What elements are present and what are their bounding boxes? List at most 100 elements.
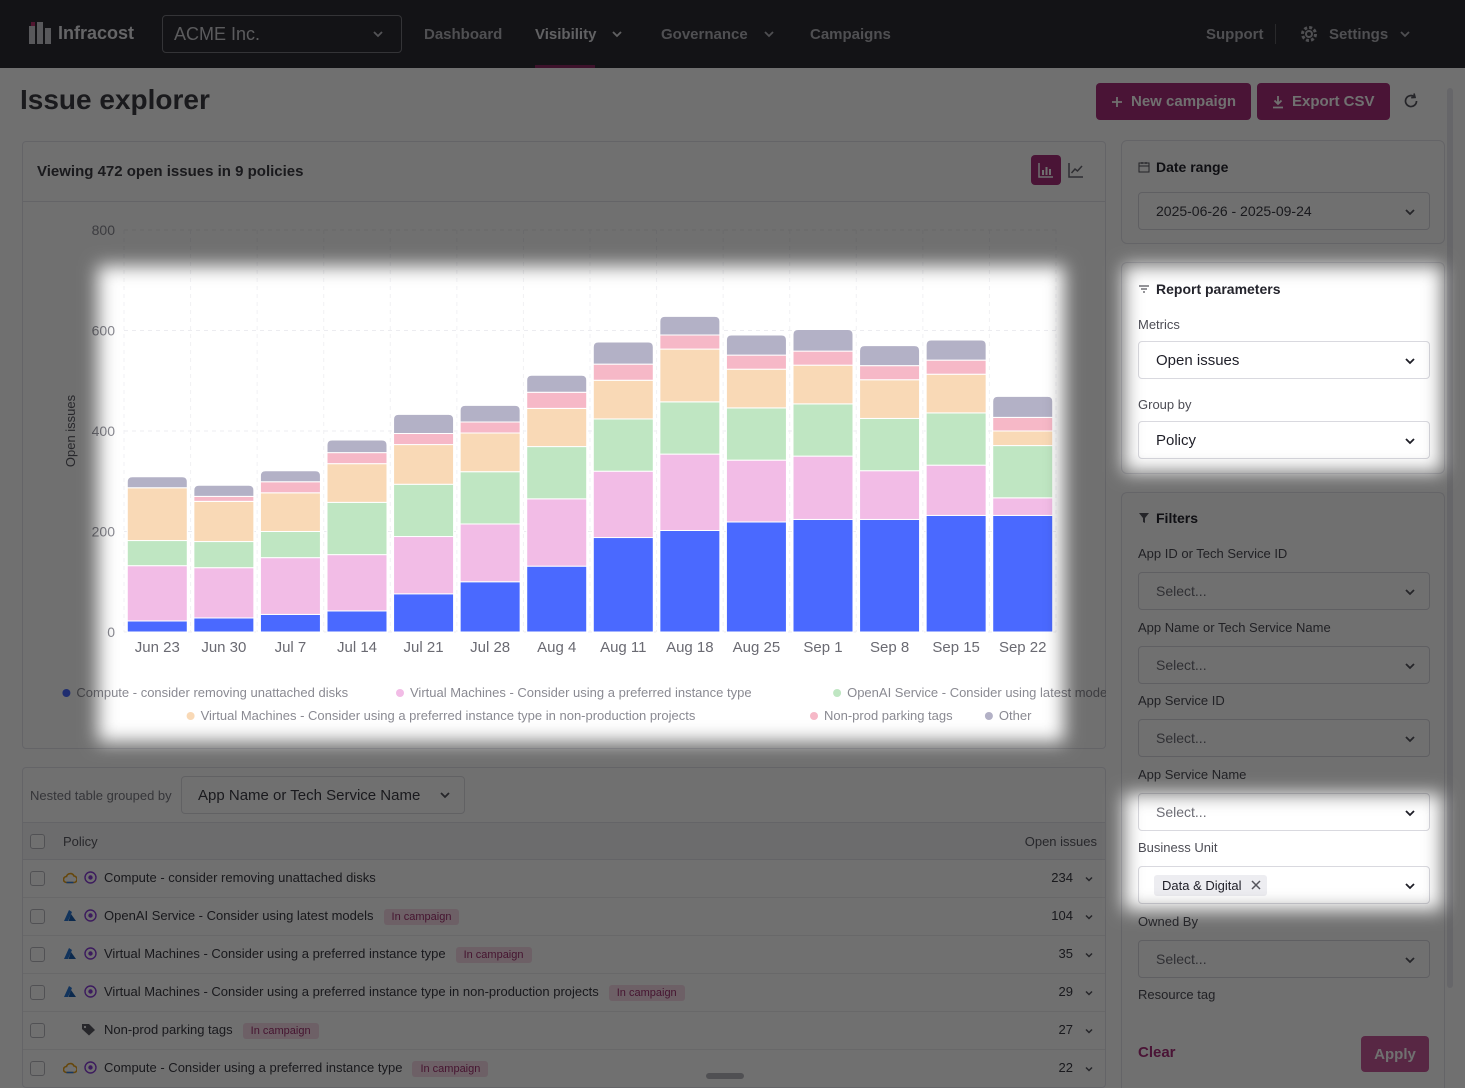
chevron-down-icon <box>1400 31 1410 38</box>
table-row[interactable]: Compute - consider removing unattached d… <box>23 860 1105 898</box>
bar-segment <box>393 444 455 485</box>
app-id-label: App ID or Tech Service ID <box>1138 546 1288 561</box>
date-range-title-text: Date range <box>1156 159 1229 175</box>
tag-icon <box>81 1023 96 1041</box>
chevron-down-icon[interactable] <box>1083 873 1095 885</box>
report-parameters-title-text: Report parameters <box>1156 281 1281 297</box>
chevron-down-icon[interactable] <box>1083 911 1095 923</box>
chevron-down-icon <box>440 792 450 799</box>
x-tick-label: Sep 8 <box>870 639 909 656</box>
owned-by-select[interactable]: Select... <box>1138 940 1430 978</box>
row-checkbox[interactable] <box>30 1061 45 1076</box>
row-checkbox[interactable] <box>30 871 45 886</box>
row-checkbox[interactable] <box>30 947 45 962</box>
download-icon <box>1273 95 1283 108</box>
table-row[interactable]: Virtual Machines - Consider using a pref… <box>23 974 1105 1012</box>
bar-segment <box>659 453 721 531</box>
chevron-down-icon[interactable] <box>1083 987 1095 999</box>
legend-item: Virtual Machines - Consider using a pref… <box>410 685 752 700</box>
bar-chart-toggle[interactable] <box>1031 155 1061 185</box>
new-campaign-button[interactable]: New campaign <box>1096 83 1252 120</box>
table-row[interactable]: OpenAI Service - Consider using latest m… <box>23 898 1105 936</box>
bar-segment <box>193 567 255 619</box>
nested-groupby-select[interactable]: App Name or Tech Service Name <box>181 776 465 814</box>
nav-settings[interactable]: Settings <box>1299 0 1412 68</box>
chevron-down-icon[interactable] <box>1083 1025 1095 1037</box>
app-service-name-select[interactable]: Select... <box>1138 793 1430 831</box>
owned-by-label: Owned By <box>1138 914 1198 929</box>
export-csv-label: Export CSV <box>1292 93 1375 110</box>
chevron-down-icon[interactable] <box>1083 1063 1095 1075</box>
y-tick-label: 800 <box>92 222 116 238</box>
metrics-label: Metrics <box>1138 317 1180 332</box>
nav-campaigns-label: Campaigns <box>810 25 891 43</box>
policy-icon <box>84 1061 97 1079</box>
bar-chart-icon <box>1038 163 1053 178</box>
bar-segment <box>259 557 321 615</box>
bar-segment <box>193 484 255 497</box>
export-csv-button[interactable]: Export CSV <box>1257 83 1390 120</box>
app-service-id-select[interactable]: Select... <box>1138 719 1430 757</box>
in-campaign-badge: In campaign <box>455 947 532 963</box>
bar-segment <box>526 498 588 567</box>
infracost-logo-icon <box>29 22 51 44</box>
x-tick-label: Jul 14 <box>337 639 377 656</box>
policy-name-text: Virtual Machines - Consider using a pref… <box>104 946 446 961</box>
table-row[interactable]: Compute - Consider using a preferred ins… <box>23 1050 1105 1087</box>
bar-segment <box>859 518 921 633</box>
line-chart-toggle[interactable] <box>1061 155 1091 185</box>
panel-scrollbar[interactable] <box>1447 88 1453 988</box>
app-service-name-placeholder: Select... <box>1156 804 1207 820</box>
clear-filters-button[interactable]: Clear <box>1138 1044 1176 1061</box>
table-row[interactable]: Non-prod parking tags In campaign 27 <box>23 1012 1105 1050</box>
x-tick-label: Aug 25 <box>733 639 781 656</box>
nested-table-label: Nested table grouped by <box>30 788 172 803</box>
y-tick-label: 400 <box>92 423 116 439</box>
apply-filters-button[interactable]: Apply <box>1361 1036 1429 1072</box>
x-tick-label: Sep 22 <box>999 639 1047 656</box>
refresh-icon[interactable] <box>1401 91 1421 111</box>
chevron-down-icon[interactable] <box>1083 949 1095 961</box>
bar-segment <box>193 500 255 543</box>
open-issues-count: 27 <box>1058 1022 1073 1037</box>
nav-support[interactable]: Support <box>1206 0 1264 68</box>
bar-segment <box>459 432 521 473</box>
bar-segment <box>326 554 388 612</box>
select-all-checkbox[interactable] <box>30 834 45 849</box>
column-policy[interactable]: Policy <box>63 834 98 849</box>
app-name-select[interactable]: Select... <box>1138 646 1430 684</box>
row-checkbox[interactable] <box>30 985 45 1000</box>
metrics-select[interactable]: Open issues <box>1138 341 1430 379</box>
resize-handle[interactable] <box>706 1073 744 1079</box>
chevron-down-icon <box>1405 209 1415 216</box>
bar-segment <box>792 518 854 633</box>
bar-segment <box>393 433 455 446</box>
page-title: Issue explorer <box>20 84 210 115</box>
bar-segment <box>992 395 1054 418</box>
close-icon[interactable] <box>1251 880 1262 890</box>
nav-visibility[interactable]: Visibility <box>535 0 624 68</box>
business-unit-select[interactable]: Data & Digital <box>1138 866 1430 904</box>
row-checkbox[interactable] <box>30 909 45 924</box>
org-select[interactable]: ACME Inc. <box>162 15 402 53</box>
bar-segment <box>326 501 388 556</box>
app-id-select[interactable]: Select... <box>1138 572 1430 610</box>
column-open-issues[interactable]: Open issues <box>1024 834 1097 849</box>
x-tick-label: Aug 4 <box>537 639 576 656</box>
row-checkbox[interactable] <box>30 1023 45 1038</box>
nav-governance[interactable]: Governance <box>661 0 776 68</box>
bar-segment <box>659 315 721 336</box>
groupby-select[interactable]: Policy <box>1138 421 1430 459</box>
nav-dashboard[interactable]: Dashboard <box>424 0 502 68</box>
nav-divider <box>1275 24 1276 44</box>
nav-campaigns[interactable]: Campaigns <box>810 0 891 68</box>
bar-segment <box>526 374 588 393</box>
bar-segment <box>859 345 921 367</box>
app-name-label: App Name or Tech Service Name <box>1138 620 1331 635</box>
date-range-select[interactable]: 2025-06-26 - 2025-09-24 <box>1138 192 1430 230</box>
brand-logo[interactable]: Infracost <box>28 20 134 46</box>
bar-segment <box>126 476 188 489</box>
funnel-icon <box>1139 513 1149 523</box>
chart-header: Viewing 472 open issues in 9 policies <box>23 142 1105 202</box>
table-row[interactable]: Virtual Machines - Consider using a pref… <box>23 936 1105 974</box>
